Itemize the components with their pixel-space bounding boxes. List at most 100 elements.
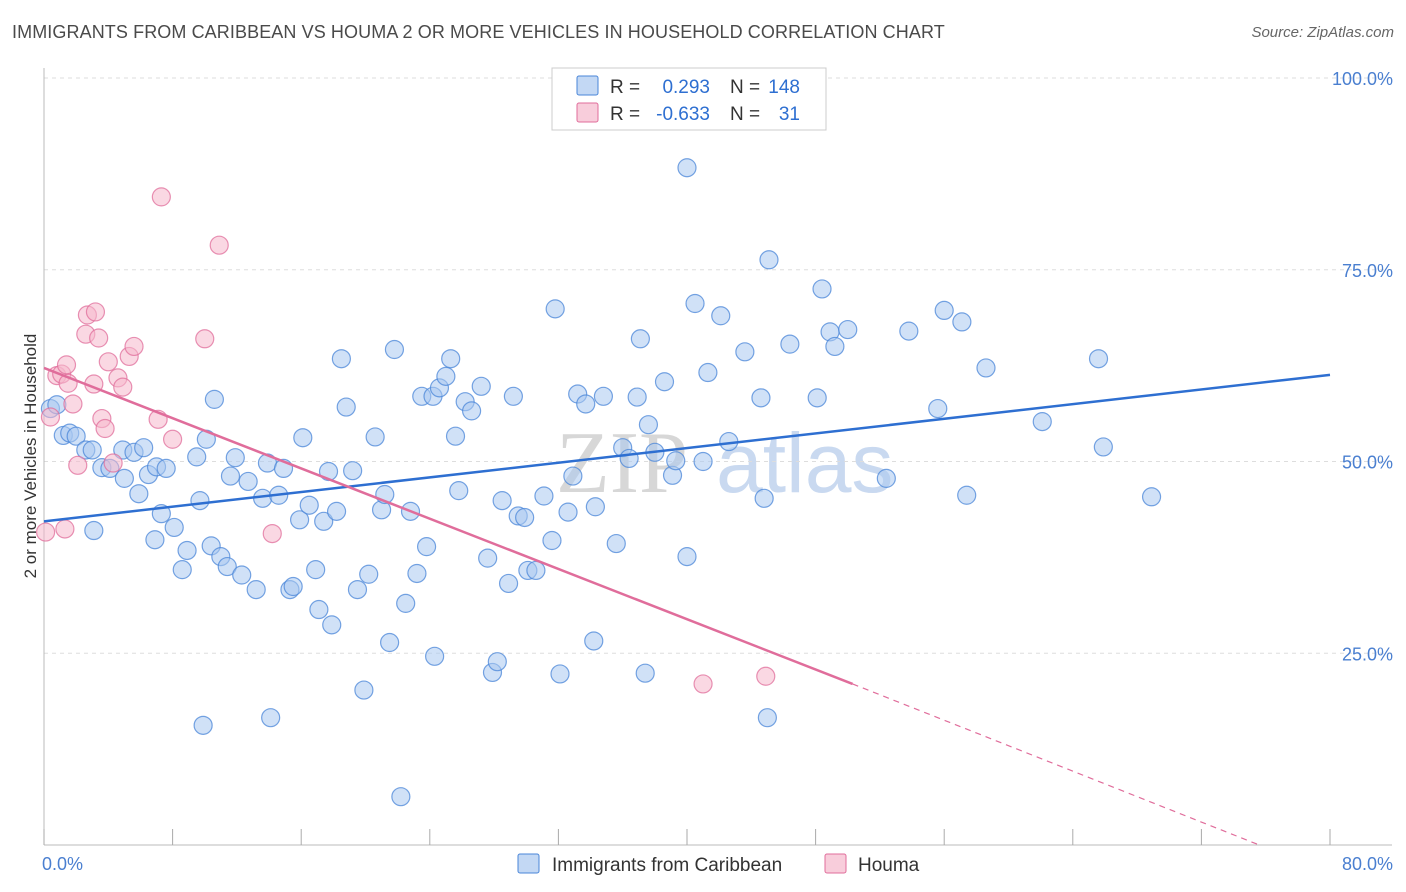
scatter-point: [585, 497, 605, 517]
scatter-point: [606, 533, 626, 554]
scatter-point: [326, 501, 347, 521]
scatter-point: [306, 560, 326, 580]
scatter-point: [318, 461, 339, 482]
scatter-point: [735, 342, 755, 362]
scatter-point: [526, 560, 546, 581]
scatter-point: [156, 458, 176, 479]
scatter-point: [331, 349, 351, 369]
scatter-point: [113, 377, 133, 397]
scatter-point: [380, 632, 400, 653]
scatter-point: [952, 312, 972, 332]
scatter-point: [436, 366, 456, 386]
scatter-point: [98, 352, 118, 372]
legend-swatch-houma: [576, 102, 599, 123]
scatter-point: [177, 540, 197, 561]
scatter-point: [563, 466, 583, 486]
scatter-point: [347, 579, 368, 600]
trend-line-houma: [43, 366, 854, 686]
scatter-point: [677, 547, 697, 567]
scatter-point: [55, 519, 75, 539]
scatter-point: [209, 235, 229, 255]
y-tick-label: 100.0%: [1332, 69, 1393, 89]
y-tick-label: 75.0%: [1342, 261, 1393, 281]
scatter-point: [1088, 349, 1109, 369]
x-tick-label-max: 80.0%: [1342, 854, 1393, 874]
scatter-point: [36, 522, 56, 542]
scatter-point: [534, 486, 554, 506]
scatter-point: [396, 593, 416, 613]
scatter-point: [461, 401, 482, 421]
stats-legend: R = 0.293 N = 148 R = -0.633 N = 31: [551, 67, 827, 131]
scatter-point: [220, 466, 241, 486]
x-tick-label-min: 0.0%: [42, 854, 83, 874]
scatter-point: [68, 455, 88, 475]
scatter-point: [384, 339, 405, 360]
scatter-point: [638, 415, 659, 435]
scatter-point: [550, 664, 570, 684]
scatter-point: [172, 560, 192, 580]
scatter-point: [416, 537, 437, 557]
source-label: Source: ZipAtlas.com: [1251, 24, 1394, 41]
scatter-point: [693, 674, 713, 694]
scatter-point: [193, 715, 213, 735]
scatter-point: [322, 615, 342, 635]
scatter-point: [164, 517, 184, 538]
series-legend: Immigrants from Caribbean Houma: [517, 853, 920, 876]
scatter-point: [693, 451, 713, 472]
scatter-point: [82, 440, 102, 460]
y-axis-label: 2 or more Vehicles in Household: [21, 334, 40, 579]
scatter-point: [812, 279, 832, 299]
scatter-point: [103, 453, 123, 473]
scatter-point: [478, 548, 498, 568]
scatter-point: [759, 250, 779, 270]
scatter-point: [289, 510, 310, 530]
scatter-point: [627, 387, 647, 407]
scatter-point: [584, 631, 604, 651]
scatter-point: [89, 328, 109, 348]
scatter-point: [63, 394, 83, 414]
trend-line-houma-extension: [852, 683, 1260, 846]
legend-r-label-houma: R =: [610, 104, 640, 125]
legend-swatch-caribbean: [576, 75, 599, 96]
series-legend-swatch-caribbean: [517, 853, 540, 874]
scatter-point: [976, 358, 996, 378]
scatter-point: [336, 397, 356, 417]
legend-r-value-houma: -0.633: [656, 104, 710, 125]
trend-lines: [43, 366, 1331, 846]
scatter-point: [217, 556, 237, 577]
scatter-point: [685, 293, 705, 314]
scatter-point: [95, 418, 115, 439]
scatter-point: [359, 564, 379, 584]
scatter-point: [487, 652, 507, 672]
scatter-point: [1141, 487, 1162, 507]
scatter-point: [407, 563, 427, 584]
scatter-point: [928, 398, 948, 419]
scatter-point: [593, 386, 614, 406]
legend-n-label-caribbean: N =: [730, 77, 760, 98]
scatter-point: [66, 426, 86, 446]
watermark-atlas: atlas: [716, 416, 893, 510]
scatter-point: [492, 491, 512, 511]
scatter-point: [84, 520, 104, 541]
scatter-point: [293, 428, 313, 448]
scatter-point: [299, 495, 319, 515]
scatter-point: [445, 426, 466, 446]
scatter-point: [261, 708, 281, 728]
scatter-point: [145, 530, 165, 550]
scatter-point: [283, 576, 303, 597]
scatter-point: [225, 448, 245, 468]
scatter-point: [899, 321, 919, 341]
scatter-point: [134, 438, 154, 458]
scatter-point: [204, 389, 224, 409]
scatter-point: [238, 471, 258, 492]
scatter-point: [343, 461, 363, 481]
legend-n-value-houma: 31: [779, 104, 800, 125]
legend-r-label-caribbean: R =: [610, 77, 640, 98]
scatter-point: [515, 507, 535, 528]
scatter-point: [187, 447, 207, 467]
x-tick-labels: 0.0% 80.0%: [42, 854, 1393, 874]
trend-line-caribbean: [43, 373, 1331, 523]
series-legend-label-houma: Houma: [858, 855, 920, 876]
scatter-point: [498, 573, 519, 594]
scatter-point: [635, 663, 655, 683]
